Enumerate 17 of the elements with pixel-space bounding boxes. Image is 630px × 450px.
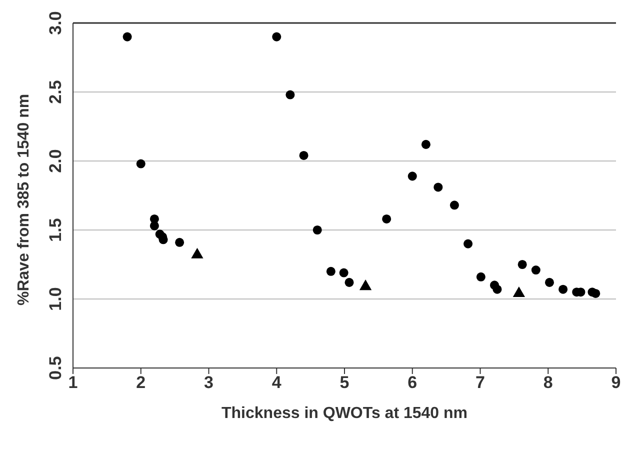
y-axis-title: %Rave from 385 to 1540 nm — [16, 94, 33, 306]
y-tick-label: 2.0 — [46, 149, 65, 173]
y-tick-label: 0.5 — [46, 356, 65, 380]
x-tick-label: 3 — [204, 373, 214, 392]
x-tick-label: 8 — [543, 373, 553, 392]
y-tick-label: 3.0 — [46, 11, 65, 35]
x-tick-label: 2 — [136, 373, 146, 392]
x-tick-label: 9 — [611, 373, 621, 392]
x-tick-label: 6 — [408, 373, 418, 392]
y-tick-label: 1.5 — [46, 218, 65, 242]
y-tick-label: 2.5 — [46, 80, 65, 104]
y-tick-label: 1.0 — [46, 287, 65, 311]
x-tick-label: 7 — [476, 373, 485, 392]
x-tick-label: 1 — [68, 373, 78, 392]
x-tick-label: 5 — [340, 373, 350, 392]
x-axis-title: Thickness in QWOTs at 1540 nm — [222, 405, 468, 422]
x-tick-label: 4 — [272, 373, 282, 392]
